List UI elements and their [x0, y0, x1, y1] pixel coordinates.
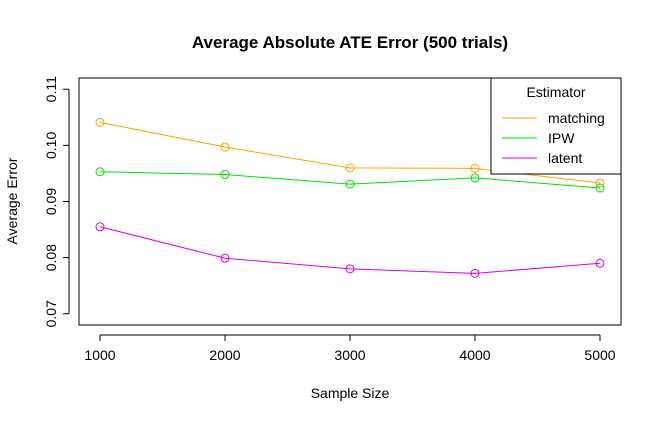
legend: Estimator matching IPW latent: [490, 77, 622, 175]
legend-item-latent: latent: [502, 150, 582, 166]
data-point: [470, 173, 480, 183]
series-line: [99, 171, 601, 189]
y-tick-label: 0.09: [43, 188, 59, 215]
data-point: [95, 222, 105, 232]
y-axis: 0.07 0.08 0.09 0.10 0.11: [43, 76, 70, 327]
data-point: [470, 268, 480, 278]
chart-title: Average Absolute ATE Error (500 trials): [192, 33, 508, 52]
legend-label: IPW: [548, 130, 575, 146]
y-tick-label: 0.08: [43, 244, 59, 271]
data-point: [220, 253, 230, 263]
legend-label: latent: [548, 150, 582, 166]
data-point: [95, 167, 105, 177]
legend-item-ipw: IPW: [502, 130, 575, 146]
series-ipw: [95, 167, 605, 193]
x-axis-label: Sample Size: [311, 385, 390, 401]
data-point: [345, 179, 355, 189]
data-point: [220, 170, 230, 180]
data-point: [345, 264, 355, 274]
legend-item-matching: matching: [502, 110, 605, 126]
x-tick-label: 5000: [584, 347, 615, 363]
plot-area-frame: [78, 77, 622, 326]
data-point: [470, 163, 480, 173]
series-latent: [95, 222, 605, 278]
data-point: [345, 163, 355, 173]
legend-label: matching: [548, 110, 605, 126]
x-tick-label: 1000: [84, 347, 115, 363]
x-tick-label: 3000: [334, 347, 365, 363]
data-point: [220, 142, 230, 152]
y-axis-label: Average Error: [4, 157, 20, 244]
x-axis: 1000 2000 3000 4000 5000: [84, 334, 616, 363]
legend-title: Estimator: [526, 84, 585, 100]
y-tick-label: 0.11: [43, 76, 59, 102]
data-point: [95, 117, 105, 127]
data-point: [595, 258, 605, 268]
y-tick-label: 0.10: [43, 132, 59, 159]
series-layer: [95, 117, 605, 278]
x-tick-label: 2000: [209, 347, 240, 363]
x-tick-label: 4000: [459, 347, 490, 363]
data-point: [595, 178, 605, 188]
legend-items: matching IPW latent: [502, 110, 605, 166]
y-tick-label: 0.07: [43, 300, 59, 327]
series-line: [99, 226, 601, 274]
data-point: [595, 183, 605, 193]
